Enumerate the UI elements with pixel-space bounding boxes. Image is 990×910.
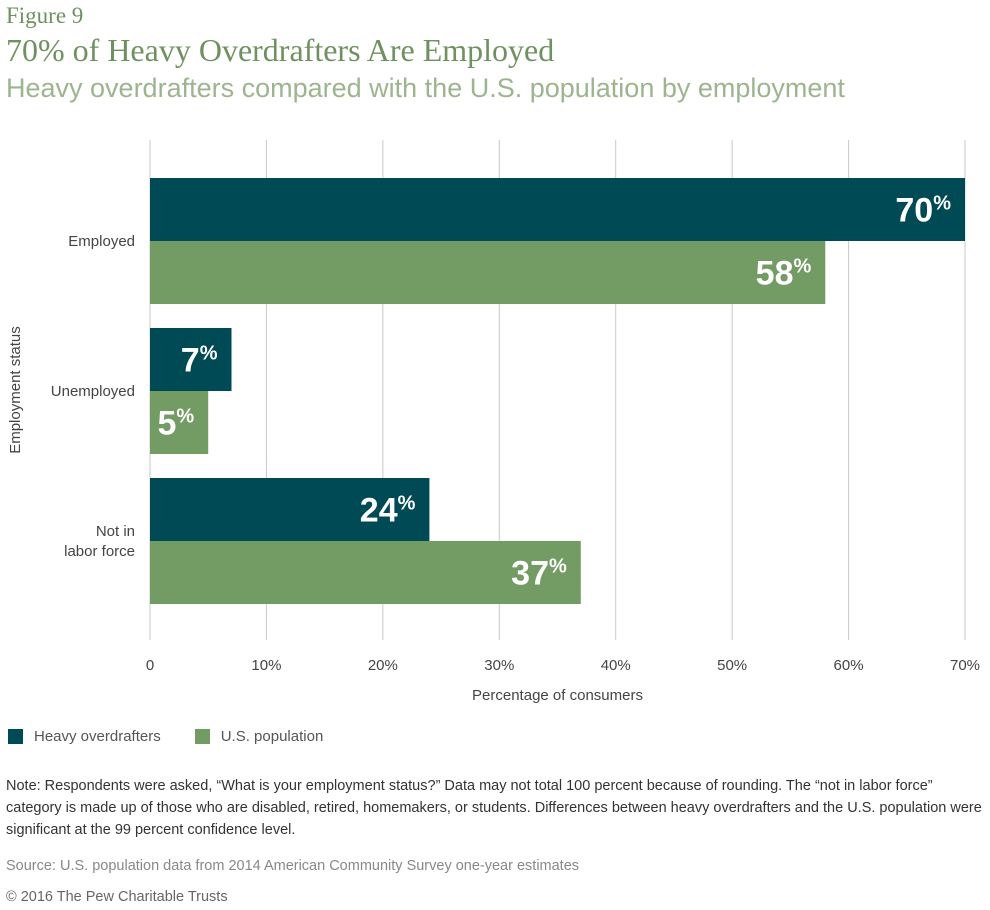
x-tick-label-40: 40%	[601, 657, 631, 674]
x-tick-label-70: 70%	[950, 657, 980, 674]
bar-label-heavy-overdrafters-not-in-labor-force: 24%	[360, 492, 416, 530]
legend-swatch-us-population	[194, 729, 210, 744]
x-tick-label-20: 20%	[368, 657, 398, 674]
chart-subtitle: Heavy overdrafters compared with the U.S…	[6, 73, 845, 103]
bar-u-s-population-unemployed	[150, 391, 209, 454]
bar-label-u-s-population-not-in-labor-force: 37%	[511, 555, 567, 593]
bar-u-s-population-not-in-labor-force	[150, 541, 581, 604]
legend-item-heavy-overdrafters: Heavy overdrafters	[8, 728, 161, 745]
category-label-not-in-labor-force: Not in labor force	[64, 523, 135, 560]
bar-label-heavy-overdrafters-employed: 70%	[895, 192, 951, 230]
x-axis-title: Percentage of consumers	[472, 687, 643, 704]
note-text: Note: Respondents were asked, “What is y…	[6, 778, 982, 838]
category-label-employed: Employed	[68, 233, 135, 250]
bar-heavy-overdrafters-not-in-labor-force	[150, 478, 430, 541]
bar-u-s-population-employed	[150, 241, 826, 304]
legend-label-us-population: U.S. population	[220, 728, 324, 745]
bar-chart: 0 10% 20% 30% 40% 50% 60% 70% Percentage of cons…	[7, 140, 980, 704]
category-label-unemployed: Unemployed	[51, 383, 135, 400]
y-axis-title: Employment status	[7, 326, 24, 454]
x-tick-label-50: 50%	[717, 657, 747, 674]
legend: Heavy overdrafters U.S. population	[8, 728, 357, 745]
figure-label: Figure 9	[6, 3, 84, 28]
legend-item-us-population: U.S. population	[194, 728, 324, 745]
chart-title: 70% of Heavy Overdrafters Are Employed	[6, 32, 555, 68]
bar-label-heavy-overdrafters-unemployed: 7%	[181, 342, 218, 380]
x-tick-label-30: 30%	[484, 657, 514, 674]
x-tick-label-10: 10%	[251, 657, 281, 674]
legend-label-heavy-overdrafters: Heavy overdrafters	[34, 728, 161, 745]
bar-heavy-overdrafters-employed	[150, 178, 965, 241]
bar-heavy-overdrafters-unemployed	[150, 328, 232, 391]
x-tick-label-0: 0	[146, 657, 154, 674]
x-tick-label-60: 60%	[834, 657, 864, 674]
bar-label-u-s-population-employed: 58%	[756, 255, 812, 293]
bar-label-u-s-population-unemployed: 5%	[157, 405, 194, 443]
copyright-text: © 2016 The Pew Charitable Trusts	[6, 889, 228, 905]
legend-swatch-heavy-overdrafters	[8, 729, 23, 744]
source-text: Source: U.S. population data from 2014 A…	[6, 858, 580, 874]
